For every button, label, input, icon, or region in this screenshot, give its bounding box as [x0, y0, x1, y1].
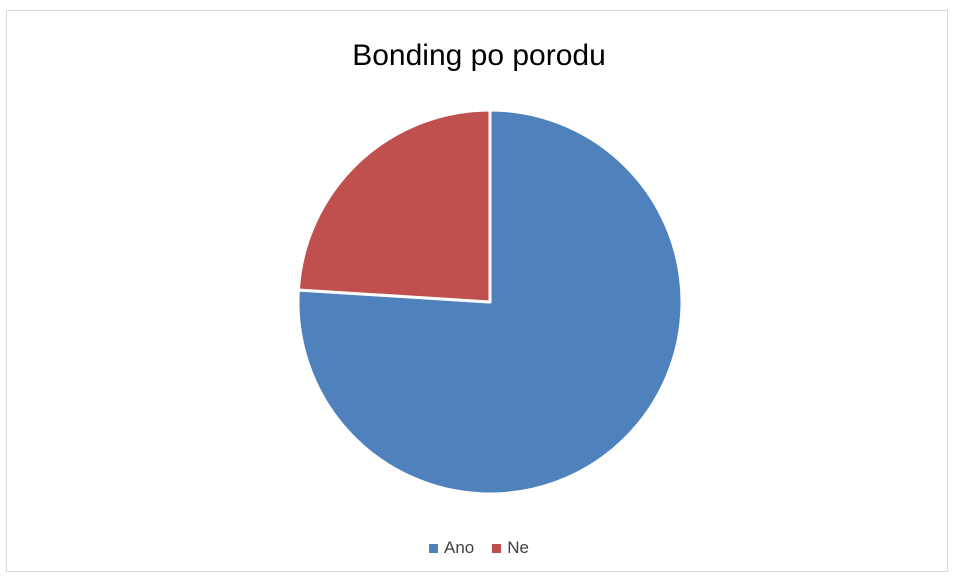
legend-swatch-ne: [492, 543, 502, 553]
legend-item-ne: Ne: [492, 538, 529, 558]
legend: Ano Ne: [0, 538, 958, 558]
legend-label-ne: Ne: [507, 538, 529, 557]
legend-swatch-ano: [429, 543, 438, 553]
legend-label-ano: Ano: [444, 538, 475, 557]
pie-slice-ano: [296, 108, 684, 496]
legend-item-ano: Ano: [429, 538, 474, 558]
pie-slice-ne: [296, 108, 492, 304]
chart-title: Bonding po porodu: [352, 39, 606, 72]
